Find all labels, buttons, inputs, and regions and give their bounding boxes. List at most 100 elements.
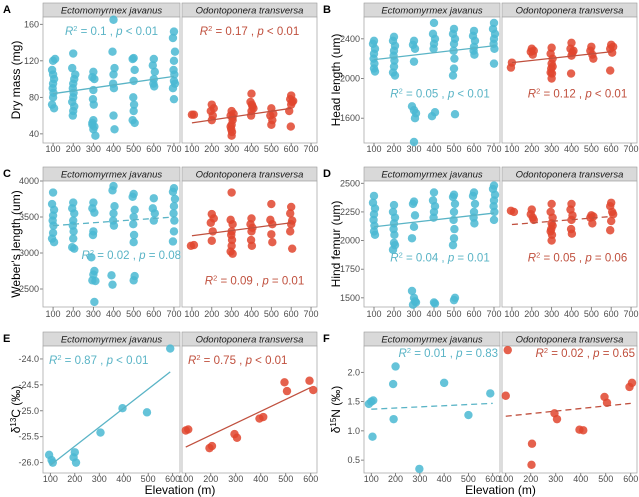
x-tick-label: 500 [446, 144, 461, 154]
data-point [207, 236, 216, 245]
p-symbol: p [261, 275, 269, 287]
x-tick-label: 400 [106, 144, 121, 154]
data-point [228, 249, 237, 258]
data-point [388, 379, 398, 389]
data-point [110, 125, 119, 134]
data-point [150, 209, 160, 218]
p-symbol: p [592, 348, 600, 360]
x-tick-label: 100 [46, 144, 61, 154]
x-tick-label: 200 [67, 474, 82, 484]
data-point [49, 238, 59, 247]
data-point [589, 54, 598, 63]
y-tick-label: -24.0 [18, 354, 39, 364]
facet-ectomomyrmex: Ectomomyrmex javanus 100 200 300 400 500 600 R2… [363, 331, 501, 484]
data-point [247, 241, 257, 250]
data-point [285, 209, 295, 218]
x-tick-label: 700 [304, 144, 319, 154]
data-point [96, 428, 105, 437]
x-tick-label: 300 [224, 309, 239, 319]
data-point [227, 131, 236, 140]
x-tick-label: 400 [253, 474, 268, 484]
x-tick-label: 300 [544, 309, 559, 319]
data-point [282, 386, 292, 396]
r-squared-value: = 0.04 , [403, 253, 448, 265]
facet-ectomomyrmex: Ectomomyrmex javanus 100 200 300 400 500 600 R2… [42, 331, 181, 484]
data-point [68, 111, 78, 120]
stats-annotation: R2 = 0.02 , p = 0.65 [536, 346, 635, 361]
x-tick-label: 400 [564, 309, 579, 319]
data-point [449, 234, 459, 243]
data-point [527, 460, 536, 470]
data-point [489, 59, 499, 68]
x-tick-label: 500 [141, 474, 156, 484]
data-point [470, 219, 479, 228]
data-point [169, 27, 179, 36]
x-tick-label: 400 [244, 309, 259, 319]
data-point [228, 220, 237, 229]
data-point [246, 111, 256, 120]
x-tick-label: 600 [604, 309, 619, 319]
data-point [90, 74, 99, 84]
superscript: 2 [399, 250, 403, 259]
x-tick-label: 600 [623, 474, 638, 484]
data-point [410, 211, 420, 220]
data-point [68, 63, 77, 73]
data-point [305, 376, 314, 385]
p-value: = 0.01 [269, 275, 305, 287]
y-tick-label: 160 [24, 19, 39, 29]
x-tick-label: 600 [466, 309, 481, 319]
data-point [267, 120, 276, 129]
y-axis-title: δ15N (‰) [329, 386, 344, 434]
stats-annotation: R2 = 0.09 , p = 0.01 [205, 273, 304, 288]
data-point [608, 42, 618, 51]
data-point [490, 44, 499, 53]
p-symbol: p [447, 253, 455, 265]
data-point [88, 230, 98, 240]
r-squared-value: = 0.87 , [61, 355, 106, 367]
data-point [209, 104, 218, 113]
data-point [370, 230, 380, 240]
data-point [589, 212, 598, 221]
data-point [605, 66, 615, 75]
stats-annotation: R2 = 0.02 , p = 0.08 [82, 248, 181, 263]
r-squared-value: = 0.75 , [200, 355, 245, 367]
facet-strip-title: Odontoponera transversa [196, 6, 304, 17]
p-symbol: p [115, 26, 123, 38]
x-tick-label: 200 [204, 144, 219, 154]
facet-strip-title: Odontoponera transversa [516, 170, 624, 181]
x-tick-label: 300 [228, 474, 243, 484]
x-tick-label: 100 [184, 144, 199, 154]
data-point [450, 110, 460, 119]
data-point [369, 396, 378, 405]
x-tick-label: 500 [461, 474, 476, 484]
p-symbol: p [245, 355, 253, 367]
x-tick-label: 300 [412, 474, 427, 484]
panel-label: A [3, 4, 11, 16]
x-tick-label: 100 [43, 474, 58, 484]
facet-strip-title: Odontoponera transversa [196, 170, 304, 181]
r-squared-value: = 0.09 , [217, 275, 262, 287]
data-point [129, 230, 139, 240]
y-tick-label: 80 [29, 92, 39, 102]
data-point [129, 106, 138, 116]
data-point [390, 56, 399, 65]
data-point [48, 188, 58, 197]
y-tick-label: -25.0 [18, 406, 39, 416]
data-point [129, 76, 138, 86]
data-point [247, 89, 256, 98]
data-point [409, 57, 419, 66]
data-point [170, 194, 180, 204]
x-tick-label: 100 [364, 474, 379, 484]
x-tick-label: 300 [86, 309, 101, 319]
data-point [527, 439, 537, 448]
data-point [232, 433, 242, 442]
plot-area [501, 16, 638, 144]
p-symbol: p [584, 89, 592, 101]
y-tick-label: 2500 [340, 178, 360, 188]
data-point [506, 63, 516, 72]
data-point [130, 205, 139, 214]
x-tick-label: 600 [284, 309, 299, 319]
data-point [288, 96, 298, 106]
